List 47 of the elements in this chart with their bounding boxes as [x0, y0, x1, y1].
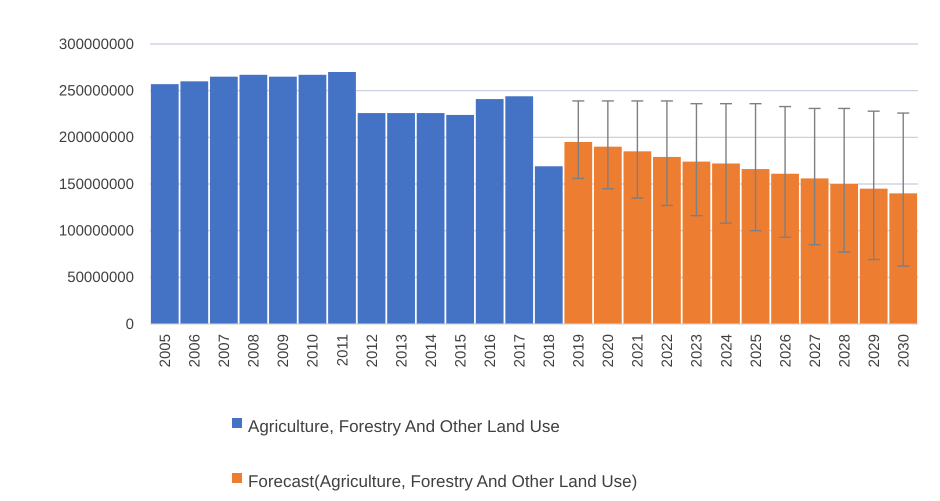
- x-tick-label: 2017: [511, 334, 528, 368]
- bar: [446, 114, 474, 324]
- bar: [564, 142, 592, 324]
- bar: [889, 193, 918, 324]
- bar: [476, 99, 504, 324]
- bar: [505, 96, 534, 324]
- x-tick-label: 2028: [836, 334, 854, 368]
- x-tick-label: 2012: [364, 334, 381, 368]
- bar: [210, 76, 238, 324]
- x-tick-label: 2029: [866, 334, 883, 368]
- x-tick-label: 2027: [806, 334, 824, 368]
- x-tick-label: 2005: [157, 334, 174, 368]
- x-tick-label: 2022: [659, 334, 676, 368]
- x-tick-label: 2014: [422, 334, 440, 368]
- legend-label: Agriculture, Forestry And Other Land Use: [248, 417, 560, 436]
- bar: [830, 184, 858, 324]
- x-tick-label: 2009: [275, 334, 292, 368]
- y-tick-label: 50000000: [67, 269, 134, 286]
- x-tick-label: 2019: [570, 334, 588, 368]
- legend-label: Forecast(Agriculture, Forestry And Other Land Use): [248, 472, 638, 492]
- x-tick-label: 2020: [600, 334, 618, 368]
- bar: [534, 166, 563, 324]
- y-tick-label: 100000000: [58, 222, 134, 240]
- x-tick-label: 2010: [304, 334, 322, 368]
- x-tick-label: 2006: [186, 334, 204, 368]
- x-tick-label: 2015: [452, 334, 470, 368]
- x-tick-label: 2013: [393, 334, 410, 368]
- x-tick-label: 2007: [216, 334, 234, 368]
- x-tick-label: 2008: [246, 334, 263, 368]
- x-tick-label: 2021: [630, 334, 647, 368]
- x-tick-label: 2026: [777, 334, 794, 368]
- x-tick-label: 2025: [748, 334, 765, 368]
- y-tick-label: 0: [126, 316, 134, 333]
- x-tick-label: 2018: [541, 334, 558, 368]
- x-tick-label: 2023: [688, 334, 706, 368]
- x-tick-label: 2030: [895, 334, 912, 368]
- bar: [150, 84, 179, 324]
- y-tick-label: 200000000: [58, 129, 134, 146]
- y-tick-label: 300000000: [58, 36, 134, 53]
- bar: [860, 188, 888, 324]
- x-tick-label: 2016: [482, 334, 499, 368]
- bar: [594, 146, 622, 324]
- x-tick-label: 2011: [334, 334, 352, 366]
- y-tick-label: 250000000: [58, 82, 134, 100]
- y-tick-label: 150000000: [58, 176, 134, 193]
- bar: [180, 81, 208, 324]
- x-tick-label: 2024: [718, 334, 736, 368]
